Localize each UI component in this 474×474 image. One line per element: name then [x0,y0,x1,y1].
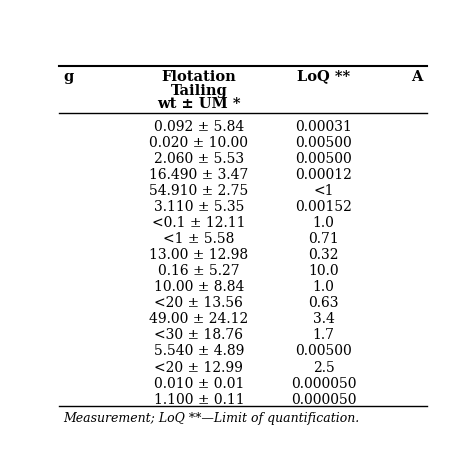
Text: 0.092 ± 5.84: 0.092 ± 5.84 [154,119,244,134]
Text: 5.540 ± 4.89: 5.540 ± 4.89 [154,345,244,358]
Text: <20 ± 12.99: <20 ± 12.99 [155,361,243,374]
Text: <0.1 ± 12.11: <0.1 ± 12.11 [152,216,246,230]
Text: 2.5: 2.5 [313,361,335,374]
Text: 0.00031: 0.00031 [295,119,352,134]
Text: 0.00500: 0.00500 [295,136,352,150]
Text: 2.060 ± 5.53: 2.060 ± 5.53 [154,152,244,166]
Text: 0.32: 0.32 [309,248,339,262]
Text: 0.63: 0.63 [309,296,339,310]
Text: 16.490 ± 3.47: 16.490 ± 3.47 [149,168,248,182]
Text: 0.71: 0.71 [309,232,339,246]
Text: <30 ± 18.76: <30 ± 18.76 [155,328,243,342]
Text: 0.010 ± 0.01: 0.010 ± 0.01 [154,377,244,391]
Text: 1.0: 1.0 [313,216,335,230]
Text: 54.910 ± 2.75: 54.910 ± 2.75 [149,184,248,198]
Text: 0.00152: 0.00152 [295,200,352,214]
Text: <1 ± 5.58: <1 ± 5.58 [163,232,235,246]
Text: 1.0: 1.0 [313,280,335,294]
Text: Measurement; LoQ **—Limit of quantification.: Measurement; LoQ **—Limit of quantificat… [63,412,359,425]
Text: Flotation: Flotation [162,70,236,83]
Text: 0.16 ± 5.27: 0.16 ± 5.27 [158,264,240,278]
Text: <1: <1 [313,184,334,198]
Text: 3.110 ± 5.35: 3.110 ± 5.35 [154,200,244,214]
Text: 0.000050: 0.000050 [291,377,356,391]
Text: LoQ **: LoQ ** [297,70,350,83]
Text: 0.00500: 0.00500 [295,152,352,166]
Text: 10.0: 10.0 [309,264,339,278]
Text: wt ± UM *: wt ± UM * [157,97,241,111]
Text: 0.000050: 0.000050 [291,392,356,407]
Text: 1.7: 1.7 [313,328,335,342]
Text: Tailing: Tailing [171,83,227,98]
Text: <20 ± 13.56: <20 ± 13.56 [155,296,243,310]
Text: 0.020 ± 10.00: 0.020 ± 10.00 [149,136,248,150]
Text: 0.00500: 0.00500 [295,345,352,358]
Text: 0.00012: 0.00012 [295,168,352,182]
Text: g: g [63,70,73,83]
Text: 3.4: 3.4 [313,312,335,327]
Text: 1.100 ± 0.11: 1.100 ± 0.11 [154,392,244,407]
Text: 10.00 ± 8.84: 10.00 ± 8.84 [154,280,244,294]
Text: A: A [411,70,423,83]
Text: 13.00 ± 12.98: 13.00 ± 12.98 [149,248,248,262]
Text: 49.00 ± 24.12: 49.00 ± 24.12 [149,312,248,327]
